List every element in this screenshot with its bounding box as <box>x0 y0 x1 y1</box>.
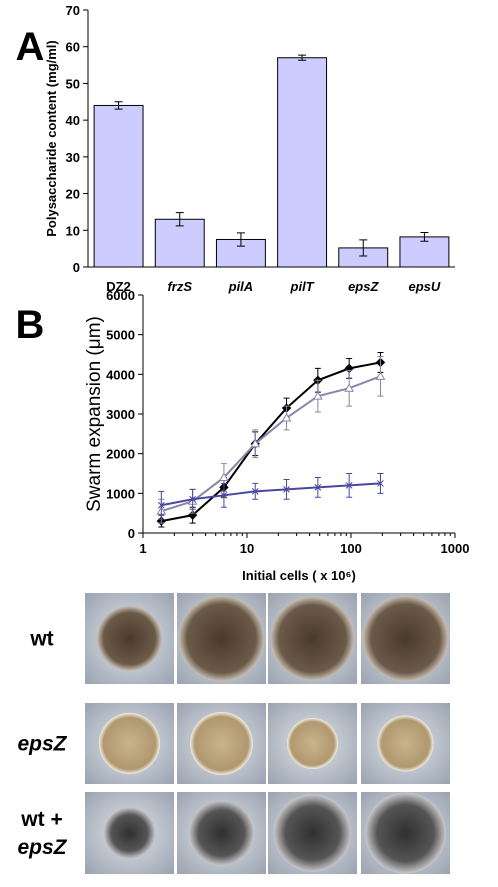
panel-label: B <box>16 303 45 347</box>
y-tick-label: 5000 <box>106 328 135 343</box>
colony <box>178 595 265 682</box>
x-tick-label: pilA <box>228 279 254 294</box>
y-axis-label: Swarm expansion (μm) <box>84 316 105 512</box>
marker <box>375 371 386 380</box>
x-tick-label: 1 <box>139 541 146 556</box>
row-label: epsZ <box>17 836 67 859</box>
marker <box>157 501 165 509</box>
colony <box>97 606 162 671</box>
marker <box>220 491 228 499</box>
x-tick-label: 1000 <box>441 541 470 556</box>
y-tick-label: 10 <box>66 223 80 238</box>
error-bar <box>114 101 123 110</box>
error-bar <box>175 212 184 227</box>
axes <box>142 295 455 534</box>
row-label: wt <box>29 628 53 651</box>
marker <box>312 391 323 400</box>
y-tick-label: 0 <box>73 260 80 275</box>
marker <box>251 487 259 495</box>
y-tick-label: 3000 <box>106 407 135 422</box>
error-bar <box>298 54 307 61</box>
y-tick-label: 1000 <box>106 486 135 501</box>
marker <box>281 412 292 422</box>
error-bar <box>236 232 245 247</box>
series-line <box>161 375 381 513</box>
colony <box>190 712 253 775</box>
y-tick-label: 20 <box>66 187 80 202</box>
x-tick-label: epsU <box>409 279 441 294</box>
marker <box>219 472 229 481</box>
y-tick-label: 70 <box>66 3 80 18</box>
y-tick-label: 30 <box>66 150 80 165</box>
x-tick-label: DZ2 <box>106 279 131 294</box>
marker <box>314 484 322 491</box>
colony <box>377 715 434 772</box>
y-tick-label: 6000 <box>106 288 135 303</box>
colony <box>362 595 449 682</box>
y-tick-label: 50 <box>66 76 80 91</box>
bar <box>93 104 144 268</box>
error-bar <box>420 231 429 242</box>
x-tick-label: epsZ <box>348 279 379 294</box>
bar <box>399 236 450 268</box>
colony <box>188 800 255 866</box>
row-label: epsZ <box>17 733 67 756</box>
error-bar <box>359 239 368 257</box>
x-tick-label: 100 <box>340 541 362 556</box>
axes <box>87 10 455 268</box>
colony <box>98 712 161 775</box>
x-tick-label: frzS <box>167 279 192 294</box>
series-line <box>161 361 381 523</box>
x-tick-label: pilT <box>290 279 315 294</box>
y-tick-label: 2000 <box>106 447 135 462</box>
colony <box>103 807 156 859</box>
colony <box>365 792 446 874</box>
x-tick-label: 10 <box>240 541 254 556</box>
marker <box>345 482 353 489</box>
x-axis-label: Initial cells ( x 10⁶) <box>242 568 356 583</box>
y-tick-label: 0 <box>128 526 135 541</box>
marker <box>344 383 355 392</box>
marker <box>377 480 384 487</box>
y-tick-label: 4000 <box>106 367 135 382</box>
panel-label: A <box>16 25 45 69</box>
series-line <box>161 482 381 507</box>
colony <box>286 717 339 770</box>
colony <box>270 596 355 681</box>
colony <box>273 794 352 872</box>
marker <box>283 486 290 493</box>
y-axis-label: Polysaccharide content (mg/ml) <box>44 40 59 237</box>
row-label: wt + <box>20 808 62 831</box>
marker <box>250 438 261 448</box>
marker <box>189 495 196 503</box>
y-tick-label: 40 <box>66 113 80 128</box>
bar <box>154 218 205 268</box>
y-tick-label: 60 <box>66 40 80 55</box>
bar <box>277 57 328 268</box>
